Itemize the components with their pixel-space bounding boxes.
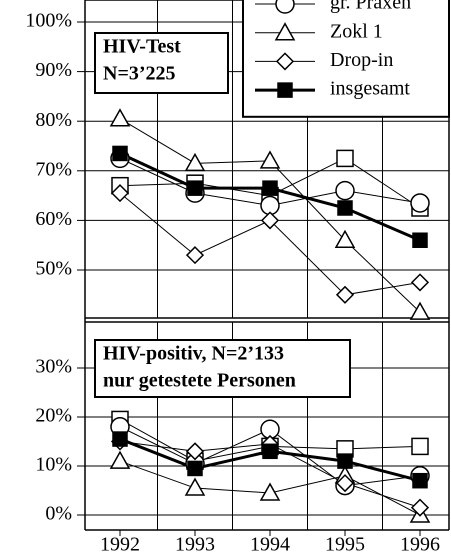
legend-marker [275, 0, 295, 14]
legend-label: Drop-in [330, 49, 393, 71]
y-tick-label: 60% [35, 208, 72, 230]
y-tick-label: 10% [35, 454, 72, 476]
y-tick-label: 0% [45, 503, 72, 525]
marker [410, 273, 430, 292]
marker [334, 229, 356, 248]
marker [185, 442, 205, 461]
marker [337, 200, 353, 216]
annotation: N=3’225 [103, 63, 176, 85]
marker [259, 150, 281, 169]
marker [112, 145, 128, 162]
marker [112, 431, 128, 447]
legend-marker [277, 82, 293, 98]
marker [412, 232, 428, 248]
marker [410, 193, 430, 213]
y-tick-label: 20% [35, 405, 72, 427]
y-tick-label: 30% [35, 356, 72, 378]
marker [109, 108, 131, 127]
marker [110, 184, 130, 203]
annotation: HIV-positiv, N=2’133 [103, 343, 284, 365]
marker [109, 450, 131, 469]
marker [335, 180, 355, 201]
marker [184, 152, 206, 172]
y-tick-label: 70% [35, 158, 72, 180]
y-tick-label: 100% [25, 10, 72, 32]
y-tick-label: 80% [35, 109, 72, 131]
marker [185, 246, 205, 265]
marker [409, 301, 431, 320]
marker [262, 443, 278, 460]
marker [259, 482, 281, 501]
marker [262, 180, 278, 196]
marker [412, 472, 428, 489]
marker [335, 285, 355, 304]
x-tick-label: 1996 [400, 534, 440, 556]
marker [187, 460, 203, 477]
marker [335, 474, 355, 493]
annotation: nur getestete Personen [103, 370, 296, 392]
x-tick-label: 1994 [250, 534, 290, 556]
legend-label: gr. Praxen [330, 0, 411, 14]
legend-marker [275, 52, 295, 71]
annotation-box [94, 339, 351, 398]
x-tick-label: 1995 [325, 534, 365, 556]
y-tick-label: 50% [35, 258, 72, 280]
marker [336, 149, 354, 168]
legend-label: Zokl 1 [330, 20, 383, 42]
legend-marker [274, 22, 296, 41]
marker [411, 437, 429, 456]
marker [410, 498, 430, 517]
legend-label: insgesamt [330, 78, 410, 100]
marker [260, 211, 280, 230]
x-tick-label: 1992 [100, 534, 140, 556]
marker [337, 453, 353, 469]
annotation: HIV-Test [103, 36, 181, 58]
annotation-box [94, 32, 229, 94]
x-tick-label: 1993 [175, 534, 215, 556]
marker [184, 477, 206, 496]
y-tick-label: 90% [35, 59, 72, 81]
marker [187, 180, 203, 196]
